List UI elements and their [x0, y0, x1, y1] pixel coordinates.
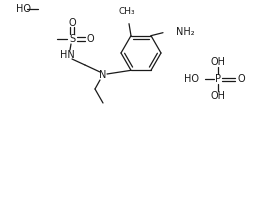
- Text: CH₃: CH₃: [119, 7, 135, 16]
- Text: OH: OH: [211, 57, 225, 67]
- Text: P: P: [215, 74, 221, 84]
- Text: O: O: [68, 18, 76, 28]
- Text: OH: OH: [211, 91, 225, 101]
- Text: N: N: [99, 70, 107, 80]
- Text: HO: HO: [184, 74, 199, 84]
- Text: HO: HO: [16, 4, 31, 14]
- Text: S: S: [69, 34, 75, 44]
- Text: O: O: [238, 74, 246, 84]
- Text: O: O: [86, 34, 94, 44]
- Text: HN: HN: [60, 50, 74, 60]
- Text: NH₂: NH₂: [176, 27, 195, 37]
